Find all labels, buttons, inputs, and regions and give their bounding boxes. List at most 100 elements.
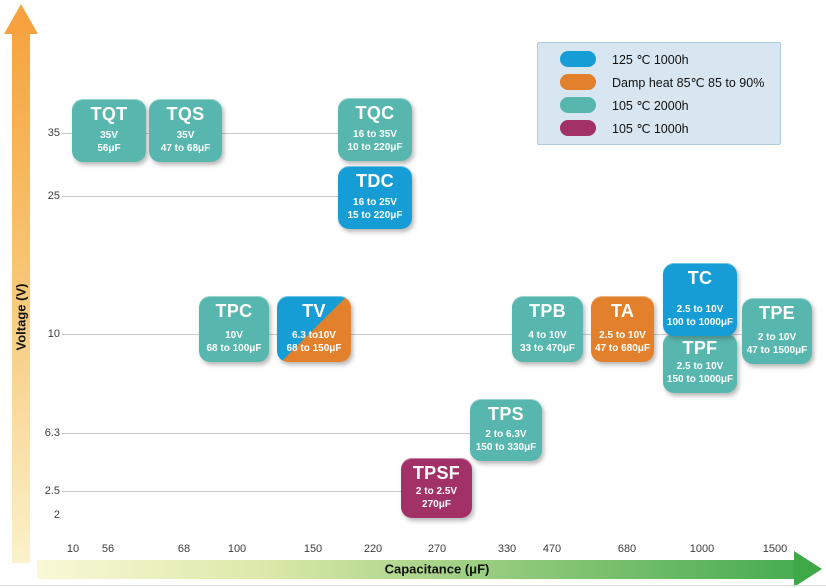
product-name: TPE [759, 303, 795, 323]
page-bottom-divider [0, 585, 826, 586]
y-axis-arrow [12, 32, 30, 563]
x-axis-arrowhead-icon [794, 551, 822, 587]
x-tick-label-220: 220 [363, 543, 383, 555]
product-name: TPF [682, 338, 718, 358]
product-name: TPSF [412, 463, 461, 483]
product-box-tv: TV 6.3 to10V 68 to 150μF [277, 296, 351, 362]
product-specs: 16 to 35V 10 to 220μF [347, 128, 402, 154]
product-box-tpe: TPE 2 to 10V 47 to 1500μF [742, 298, 812, 364]
product-name: TQC [355, 103, 395, 123]
legend-item-label: 125 ℃ 1000h [612, 52, 689, 67]
legend-item-3: 105 ℃ 2000h [560, 97, 780, 114]
product-specs: 35V 47 to 68μF [161, 129, 210, 155]
legend: 125 ℃ 1000h Damp heat 85℃ 85 to 90% 105 ℃ … [537, 42, 781, 145]
gridline-2.5v [62, 491, 401, 492]
x-axis-arrow [37, 560, 797, 579]
legend-item-4: 105 ℃ 1000h [560, 120, 780, 137]
product-voltage-range: 2 to 2.5V [415, 486, 458, 497]
x-tick-label-68: 68 [177, 543, 191, 555]
product-box-tdc: TDC 16 to 25V 15 to 220μF [338, 166, 412, 229]
x-tick-label-1500: 1500 [762, 543, 788, 555]
product-box-tpb: TPB 4 to 10V 33 to 470μF [512, 296, 583, 362]
product-capacitance-range: 33 to 470μF [519, 343, 576, 354]
product-capacitance-range: 47 to 68μF [160, 143, 211, 154]
x-tick-label-56: 56 [101, 543, 115, 555]
product-specs: 35V 56μF [97, 129, 120, 155]
product-voltage-range: 6.3 to10V [292, 330, 336, 341]
y-axis-title: Voltage (V) [13, 283, 29, 351]
legend-swatch-teal-icon [560, 97, 596, 113]
product-voltage-range: 16 to 35V [353, 129, 397, 140]
product-name: TV [302, 301, 326, 321]
product-name: TPC [215, 301, 253, 321]
x-tick-label-470: 470 [542, 543, 562, 555]
product-box-tpsf: TPSF 2 to 2.5V 270μF [401, 458, 472, 518]
product-name: TQT [90, 104, 128, 124]
product-capacitance-range: 10 to 220μF [347, 142, 403, 153]
product-voltage-range: 2 to 10V [757, 332, 797, 343]
y-tick-label-10: 10 [47, 328, 60, 340]
product-name: TDC [356, 171, 394, 191]
product-capacitance-range: 47 to 680μF [594, 343, 651, 354]
product-capacitance-range: 15 to 220μF [347, 210, 403, 221]
product-voltage-range: 16 to 25V [353, 197, 397, 208]
product-name: TA [610, 301, 635, 321]
product-specs: 4 to 10V 33 to 470μF [520, 329, 575, 355]
y-tick-label-2: 2 [53, 509, 60, 521]
product-specs: 2.5 to 10V 150 to 1000μF [667, 360, 733, 386]
legend-swatch-orange-icon [560, 74, 596, 90]
x-tick-label-270: 270 [427, 543, 447, 555]
product-box-tps: TPS 2 to 6.3V 150 to 330μF [470, 399, 542, 461]
product-box-tqt: TQT 35V 56μF [72, 99, 146, 162]
product-name: TPS [488, 404, 524, 424]
product-voltage-range: 35V [176, 130, 195, 141]
product-specs: 2 to 2.5V 270μF [416, 485, 457, 511]
product-box-tqc: TQC 16 to 35V 10 to 220μF [338, 98, 412, 161]
product-voltage-range: 2.5 to 10V [599, 330, 646, 341]
legend-item-label: Damp heat 85℃ 85 to 90% [612, 75, 765, 90]
product-capacitance-range: 47 to 1500μF [746, 345, 808, 356]
product-capacitance-range: 56μF [97, 143, 121, 154]
y-tick-label-25: 25 [47, 190, 60, 202]
product-capacitance-range: 150 to 1000μF [666, 374, 734, 385]
product-voltage-range: 10V [225, 330, 243, 341]
x-axis-title: Capacitance (μF) [384, 561, 490, 577]
x-tick-label-680: 680 [617, 543, 637, 555]
product-specs: 10V 68 to 100μF [206, 329, 261, 355]
product-capacitance-range: 68 to 150μF [286, 343, 342, 354]
gridline-25v [62, 196, 338, 197]
product-name: TPB [529, 301, 566, 321]
x-tick-label-150: 150 [303, 543, 323, 555]
x-tick-label-1000: 1000 [689, 543, 715, 555]
product-voltage-range: 2.5 to 10V [676, 361, 724, 372]
product-box-tc: TC 2.5 to 10V 100 to 1000μF [663, 263, 737, 336]
product-specs: 6.3 to10V 68 to 150μF [286, 329, 341, 355]
legend-item-2: Damp heat 85℃ 85 to 90% [560, 74, 780, 91]
product-capacitance-range: 270μF [422, 499, 451, 510]
product-specs: 2 to 10V 47 to 1500μF [747, 331, 808, 357]
x-tick-label-100: 100 [227, 543, 247, 555]
product-capacitance-range: 100 to 1000μF [666, 317, 734, 328]
y-tick-label-35: 35 [47, 127, 60, 139]
y-axis-arrowhead-icon [4, 4, 38, 34]
product-name: TQS [166, 104, 205, 124]
product-specs: 16 to 25V 15 to 220μF [347, 196, 402, 222]
product-voltage-range: 2 to 6.3V [485, 429, 527, 440]
y-tick-label-2.5: 2.5 [44, 485, 60, 497]
product-box-ta: TA 2.5 to 10V 47 to 680μF [591, 296, 654, 362]
x-tick-label-10: 10 [66, 543, 80, 555]
product-voltage-range: 4 to 10V [528, 330, 567, 341]
product-capacitance-range: 150 to 330μF [475, 442, 537, 453]
legend-item-1: 125 ℃ 1000h [560, 51, 780, 68]
gridline-6.3v [62, 433, 470, 434]
x-tick-label-330: 330 [497, 543, 517, 555]
y-tick-label-6.3: 6.3 [44, 427, 60, 439]
product-voltage-range: 2.5 to 10V [676, 304, 724, 315]
product-specs: 2.5 to 10V 100 to 1000μF [667, 303, 733, 329]
gridline-10v [62, 334, 742, 335]
product-box-tpf: TPF 2.5 to 10V 150 to 1000μF [663, 333, 737, 393]
product-name: TC [687, 268, 713, 288]
legend-item-label: 105 ℃ 2000h [612, 98, 689, 113]
legend-swatch-blue-icon [560, 51, 596, 67]
